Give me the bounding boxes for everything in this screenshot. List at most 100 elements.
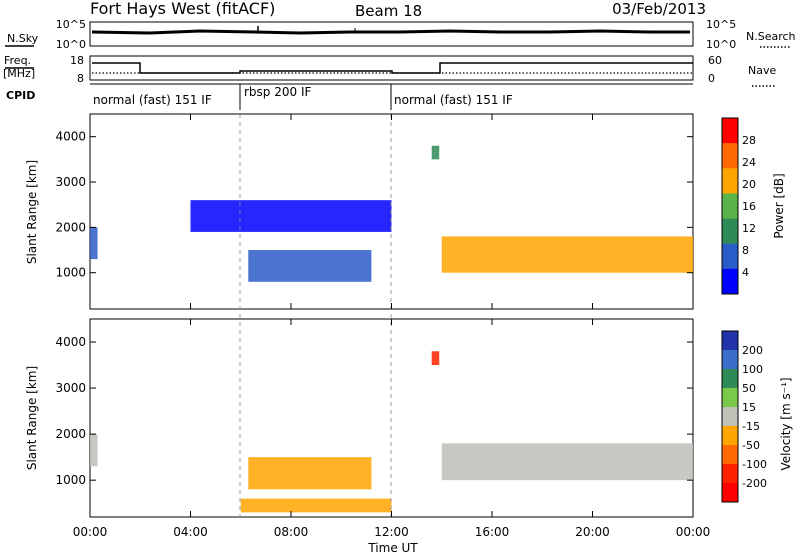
- velocity-ylabel: Slant Range [km]: [25, 366, 39, 470]
- velocity-colorbar-frame: [721, 330, 739, 503]
- power-colorbar-segment: [722, 243, 738, 270]
- power-colorbar-segment: [722, 218, 738, 245]
- velocity-colorbar-tick-1: 100: [742, 363, 763, 376]
- x-tick-label-4: 16:00: [475, 525, 510, 539]
- date-title: 03/Feb/2013: [612, 0, 706, 18]
- nave-label: Nave: [748, 64, 776, 77]
- power-colorbar-tick-28: 28: [742, 134, 756, 147]
- x-tick-label-1: 04:00: [173, 525, 208, 539]
- cpid-strip: CPID normal (fast) 151 IF rbsp 200 IF no…: [6, 83, 693, 110]
- velocity-colorbar-label: Velocity [m s⁻¹]: [779, 377, 793, 470]
- velocity-colorbar-segment: [722, 483, 738, 503]
- freq-tick-bottom: 8: [77, 72, 84, 85]
- power-colorbar-tick-20: 20: [742, 178, 756, 191]
- velocity-y-tick-label-3000: 3000: [55, 381, 86, 395]
- power-colorbar-segment: [722, 143, 738, 169]
- velocity-region-1: [90, 434, 98, 467]
- power-colorbar-tick-16: 16: [742, 200, 756, 213]
- nsearch-label: N.Search: [746, 30, 796, 43]
- x-tick-label-6: 00:00: [676, 525, 711, 539]
- velocity-colorbar-tick-7: -200: [742, 477, 767, 490]
- velocity-colorbar-segment: [722, 369, 738, 389]
- x-axis-ticks: 00:00 04:00 08:00 12:00 16:00 20:00 00:00: [73, 114, 711, 539]
- freq-trace: [92, 62, 693, 74]
- freq-tick-top: 18: [70, 54, 84, 67]
- velocity-plot-frame: [89, 318, 694, 518]
- velocity-region-3: [240, 498, 392, 513]
- velocity-colorbar-segment: [722, 331, 738, 351]
- power-colorbar-label: Power [dB]: [772, 173, 786, 238]
- velocity-colorbar-tick-0: 200: [742, 344, 763, 357]
- power-colorbar-tick-12: 12: [742, 222, 756, 235]
- velocity-colorbar-tick-4: -15: [742, 420, 760, 433]
- power-y-tick-label-4000: 4000: [55, 130, 86, 144]
- freq-strip: Freq. [MHz] 18 8 60 0 Nave: [3, 54, 776, 87]
- velocity-colorbar-segment: [722, 464, 738, 484]
- noise-right-tick-top: 10^5: [706, 18, 736, 31]
- power-y-tick-label-1000: 1000: [55, 266, 86, 280]
- power-colorbar-tick-8: 8: [742, 244, 749, 257]
- nave-tick-top: 60: [708, 54, 722, 67]
- cpid-label: CPID: [6, 89, 35, 102]
- beam-title: Beam 18: [355, 2, 422, 20]
- nsky-label: N.Sky: [7, 32, 39, 45]
- velocity-y-tick-label-4000: 4000: [55, 335, 86, 349]
- power-marks: [90, 145, 693, 282]
- x-tick-label-5: 20:00: [575, 525, 610, 539]
- nave-tick-bottom: 0: [708, 72, 715, 85]
- velocity-y-tick-label-1000: 1000: [55, 473, 86, 487]
- power-region-4: [431, 145, 440, 160]
- cpid-segment-1: normal (fast) 151 IF: [93, 93, 212, 107]
- power-region-3: [190, 200, 392, 232]
- velocity-colorbar-tick-3: 15: [742, 401, 756, 414]
- freq-label: Freq.: [4, 54, 31, 67]
- noise-left-tick-bottom: 10^0: [56, 38, 86, 51]
- power-panel: 1000 2000 3000 4000 Slant Range [km]: [25, 113, 694, 310]
- power-y-ticks: 1000 2000 3000 4000: [55, 130, 693, 280]
- velocity-y-ticks: 1000 2000 3000 4000: [55, 335, 693, 487]
- power-colorbar-frame: [721, 117, 739, 295]
- velocity-colorbar-segment: [722, 426, 738, 446]
- power-region-1: [90, 227, 98, 260]
- velocity-colorbar-tick-5: -50: [742, 439, 760, 452]
- velocity-colorbar-tick-2: 50: [742, 382, 756, 395]
- power-region-5: [441, 236, 693, 273]
- noise-strip-frame: [89, 21, 694, 47]
- power-region-2: [248, 250, 372, 282]
- velocity-marks: [90, 351, 693, 513]
- power-colorbar-segment: [722, 168, 738, 194]
- power-colorbar-segment: [722, 118, 738, 144]
- power-y-tick-label-3000: 3000: [55, 175, 86, 189]
- power-colorbar-segment: [722, 268, 738, 295]
- velocity-colorbar: 200 100 50 15 -15 -50 -100 -200: [721, 330, 767, 503]
- power-colorbar-tick-24: 24: [742, 156, 756, 169]
- cpid-segment-2: rbsp 200 IF: [244, 85, 311, 99]
- power-y-tick-label-2000: 2000: [55, 220, 86, 234]
- velocity-colorbar-segment: [722, 388, 738, 408]
- velocity-y-tick-label-2000: 2000: [55, 427, 86, 441]
- noise-strip: N.Sky 10^5 10^0 10^5 10^0 N.Search: [5, 18, 796, 51]
- velocity-colorbar-segment: [722, 350, 738, 370]
- power-ylabel: Slant Range [km]: [25, 160, 39, 264]
- x-tick-label-2: 08:00: [274, 525, 309, 539]
- station-title: Fort Hays West (fitACF): [90, 0, 275, 18]
- velocity-colorbar-segment: [722, 445, 738, 465]
- cpid-segment-3: normal (fast) 151 IF: [394, 93, 513, 107]
- velocity-colorbar-segment: [722, 407, 738, 427]
- velocity-panel: 1000 2000 3000 4000 Slant Range [km]: [25, 318, 694, 518]
- power-colorbar: 4 8 12 16 20 24 28: [721, 117, 756, 295]
- velocity-region-4: [431, 351, 440, 366]
- power-colorbar-tick-4: 4: [742, 266, 749, 279]
- x-tick-label-0: 00:00: [73, 525, 108, 539]
- nsky-trace: [91, 29, 690, 35]
- velocity-colorbar-tick-6: -100: [742, 458, 767, 471]
- freq-strip-frame: [89, 55, 694, 81]
- x-axis-label: Time UT: [367, 541, 418, 554]
- velocity-region-5: [441, 443, 693, 481]
- power-colorbar-segment: [722, 193, 738, 220]
- noise-right-tick-bottom: 10^0: [706, 38, 736, 51]
- velocity-region-2: [248, 457, 372, 490]
- noise-left-tick-top: 10^5: [56, 18, 86, 31]
- freq-unit: [MHz]: [3, 67, 35, 80]
